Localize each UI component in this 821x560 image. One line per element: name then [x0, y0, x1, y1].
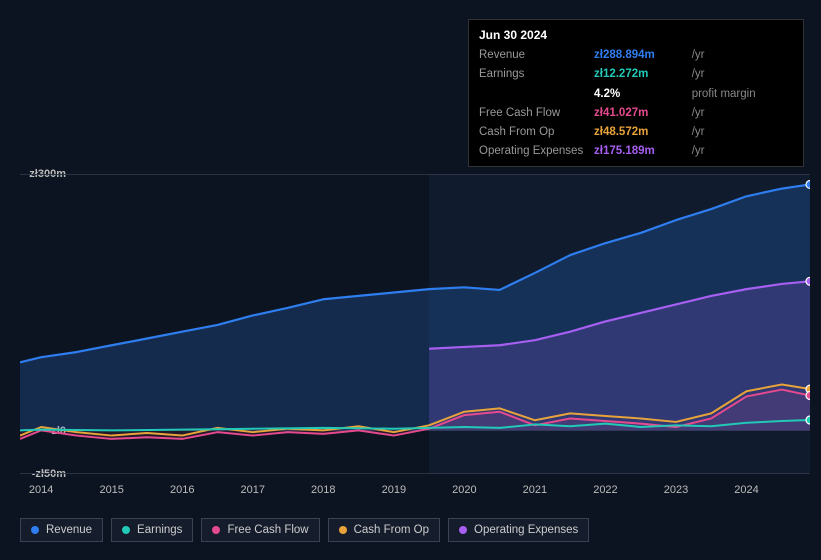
legend-dot-icon: [31, 526, 39, 534]
x-tick-label: 2024: [734, 484, 758, 496]
x-tick-label: 2016: [170, 484, 194, 496]
tooltip-row-label: Revenue: [479, 46, 594, 65]
tooltip-date: Jun 30 2024: [479, 26, 793, 44]
x-axis-labels: 2014 2015 2016 2017 2018 2019 2020 2021 2022 2023…: [20, 484, 810, 504]
tooltip-row: Operating Expenseszł175.189m/yr: [479, 142, 793, 161]
marker-opex: [806, 277, 810, 285]
financials-chart[interactable]: zł300mzł0-zł50m: [20, 160, 810, 480]
x-tick-label: 2017: [241, 484, 265, 496]
marker-earnings: [806, 416, 810, 424]
tooltip-row-label: Earnings: [479, 65, 594, 84]
x-tick-label: 2019: [382, 484, 406, 496]
legend-dot-icon: [339, 526, 347, 534]
tooltip-row-value: zł41.027m: [594, 104, 689, 123]
tooltip-row: 4.2%profit margin: [479, 85, 793, 104]
x-tick-label: 2015: [99, 484, 123, 496]
chart-plot-area[interactable]: [20, 174, 810, 474]
legend-dot-icon: [212, 526, 220, 534]
tooltip-row-unit: /yr: [689, 65, 793, 84]
legend-label: Earnings: [137, 524, 182, 536]
x-tick-label: 2022: [593, 484, 617, 496]
legend-item[interactable]: Earnings: [111, 518, 193, 542]
legend-item[interactable]: Free Cash Flow: [201, 518, 319, 542]
tooltip-row: Earningszł12.272m/yr: [479, 65, 793, 84]
tooltip-row: Revenuezł288.894m/yr: [479, 46, 793, 65]
x-tick-label: 2018: [311, 484, 335, 496]
tooltip-row-unit: profit margin: [689, 85, 793, 104]
tooltip-row-value: 4.2%: [594, 85, 689, 104]
tooltip-row-unit: /yr: [689, 123, 793, 142]
legend-label: Revenue: [46, 524, 92, 536]
tooltip-table: Revenuezł288.894m/yrEarningszł12.272m/yr…: [479, 46, 793, 162]
chart-tooltip: Jun 30 2024 Revenuezł288.894m/yrEarnings…: [468, 19, 804, 167]
legend-dot-icon: [122, 526, 130, 534]
legend-label: Free Cash Flow: [227, 524, 308, 536]
x-tick-label: 2021: [523, 484, 547, 496]
legend-item[interactable]: Operating Expenses: [448, 518, 589, 542]
tooltip-row-value: zł175.189m: [594, 142, 689, 161]
legend-label: Cash From Op: [354, 524, 429, 536]
tooltip-row-value: zł48.572m: [594, 123, 689, 142]
tooltip-row-unit: /yr: [689, 46, 793, 65]
tooltip-row: Cash From Opzł48.572m/yr: [479, 123, 793, 142]
tooltip-row-value: zł12.272m: [594, 65, 689, 84]
tooltip-row-label: [479, 85, 594, 104]
legend-item[interactable]: Cash From Op: [328, 518, 440, 542]
tooltip-row-unit: /yr: [689, 104, 793, 123]
marker-fcf: [806, 392, 810, 400]
x-tick-label: 2023: [664, 484, 688, 496]
tooltip-row-label: Cash From Op: [479, 123, 594, 142]
tooltip-row-label: Operating Expenses: [479, 142, 594, 161]
x-tick-label: 2020: [452, 484, 476, 496]
marker-revenue: [806, 180, 810, 188]
tooltip-row-unit: /yr: [689, 142, 793, 161]
chart-legend: Revenue Earnings Free Cash Flow Cash From O…: [20, 518, 589, 542]
tooltip-row: Free Cash Flowzł41.027m/yr: [479, 104, 793, 123]
tooltip-row-value: zł288.894m: [594, 46, 689, 65]
legend-label: Operating Expenses: [474, 524, 578, 536]
legend-item[interactable]: Revenue: [20, 518, 103, 542]
tooltip-row-label: Free Cash Flow: [479, 104, 594, 123]
x-tick-label: 2014: [29, 484, 53, 496]
legend-dot-icon: [459, 526, 467, 534]
